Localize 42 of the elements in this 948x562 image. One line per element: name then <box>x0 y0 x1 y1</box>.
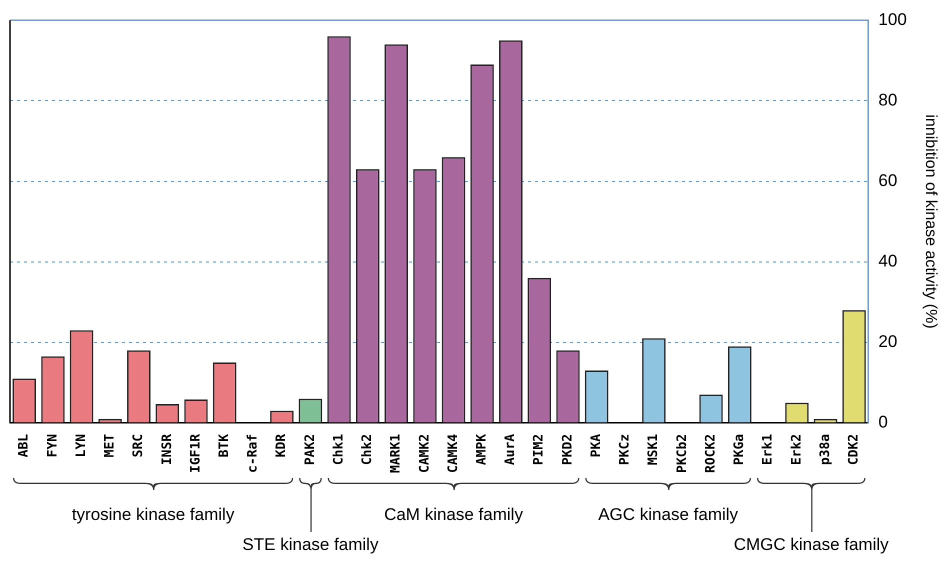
x-tick-label: Chk2 <box>360 434 376 466</box>
x-tick-label: IGF1R <box>188 434 204 474</box>
y-tick-label: 40 <box>878 251 898 270</box>
x-tick-label: INSR <box>160 434 175 466</box>
x-tick-label: ABL <box>16 434 32 458</box>
x-tick-label: MET <box>102 434 118 458</box>
text: CaM kinase family <box>384 505 524 524</box>
x-tick-label: AMPK <box>474 434 490 466</box>
x-tick-label: MSK1 <box>646 434 662 466</box>
x-tick-label: PKGa <box>732 434 748 466</box>
x-tick-label: CAMK2 <box>417 434 432 474</box>
y-tick-label: 0 <box>878 412 888 432</box>
x-tick-label: MARK1 <box>388 434 404 474</box>
x-tick-label: PKD2 <box>560 434 576 466</box>
x-tick-label: SRC <box>131 434 146 458</box>
x-tick-label: Chk1 <box>331 434 346 466</box>
x-tick-label: LYN <box>74 434 89 458</box>
y-tick-label: 20 <box>878 332 898 352</box>
x-tick-label: Erk1 <box>760 434 776 466</box>
text: CMGC kinase family <box>734 535 890 554</box>
x-tick-label: PAK2 <box>302 434 318 466</box>
x-tick-label: ROCK2 <box>703 434 718 474</box>
x-tick-label: PKCz <box>618 434 633 466</box>
y-tick-label: 100 <box>878 10 907 29</box>
x-tick-label: BTK <box>216 434 232 458</box>
text: STE kinase family <box>242 535 379 554</box>
y-axis-title: innibition of kinase activity (%) <box>922 114 939 329</box>
x-tick-label: Erk2 <box>789 434 804 466</box>
x-tick-label: CDK2 <box>846 434 862 466</box>
x-tick-label: p38a <box>818 434 833 466</box>
x-tick-label: AurA <box>503 434 518 466</box>
x-tick-label: FYN <box>45 434 60 458</box>
x-tick-label: PKCb2 <box>674 434 690 474</box>
text: tyrosine kinase family <box>72 505 235 524</box>
x-tick-label: PKA <box>588 434 604 458</box>
y-tick-label: 60 <box>878 170 898 190</box>
x-tick-label: PIM2 <box>532 434 547 466</box>
y-tick-label: 80 <box>878 90 898 110</box>
x-tick-label: KDR <box>274 434 290 458</box>
x-tick-label: CAMK4 <box>446 434 461 474</box>
text: AGC kinase family <box>598 505 739 524</box>
x-tick-label: c-Raf <box>246 434 261 474</box>
